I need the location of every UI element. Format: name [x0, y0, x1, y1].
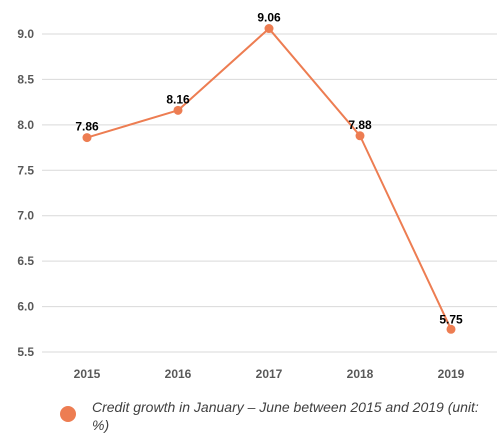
- data-label: 7.88: [348, 118, 372, 132]
- y-tick-label: 7.5: [17, 163, 34, 177]
- y-tick-label: 5.5: [17, 345, 34, 359]
- data-point: [173, 105, 183, 115]
- data-point: [264, 24, 274, 34]
- x-tick-label: 2018: [347, 367, 374, 381]
- y-tick-label: 7.0: [17, 209, 34, 223]
- x-tick-label: 2017: [256, 367, 283, 381]
- x-tick-label: 2016: [165, 367, 192, 381]
- data-point: [446, 324, 456, 334]
- data-label: 9.06: [257, 11, 281, 25]
- x-tick-label: 2019: [438, 367, 465, 381]
- y-tick-label: 9.0: [17, 27, 34, 41]
- data-label: 8.16: [166, 92, 190, 106]
- y-tick-label: 8.0: [17, 118, 34, 132]
- data-label: 7.86: [75, 120, 99, 134]
- y-tick-label: 6.5: [17, 254, 34, 268]
- legend: Credit growth in January – June between …: [60, 398, 480, 434]
- data-point: [82, 133, 92, 143]
- x-tick-label: 2015: [74, 367, 101, 381]
- data-label: 5.75: [439, 312, 463, 326]
- y-tick-label: 6.0: [17, 300, 34, 314]
- data-point: [355, 131, 365, 141]
- y-tick-label: 8.5: [17, 72, 34, 86]
- legend-label: Credit growth in January – June between …: [92, 399, 479, 433]
- series-line: [86, 27, 452, 330]
- legend-marker: [60, 406, 76, 422]
